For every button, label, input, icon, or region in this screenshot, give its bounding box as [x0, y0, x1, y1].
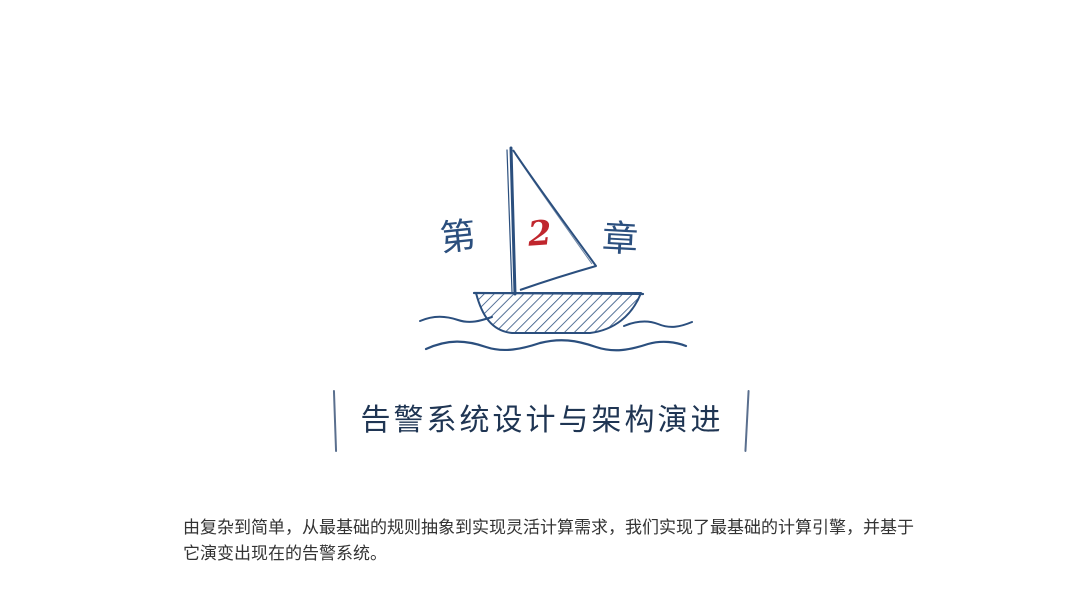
- title-bracket-left: [333, 390, 337, 452]
- title-bracket-right: [744, 390, 749, 452]
- chapter-title-frame: 告警系统设计与架构演进: [332, 390, 752, 452]
- chapter-prefix: 第: [438, 218, 478, 258]
- chapter-summary: 由复杂到简单，从最基础的规则抽象到实现灵活计算需求，我们实现了最基础的计算引擎，…: [183, 515, 915, 567]
- chapter-number: 2: [527, 216, 553, 252]
- chapter-suffix: 章: [601, 221, 639, 259]
- chapter-title: 告警系统设计与架构演进: [346, 404, 738, 437]
